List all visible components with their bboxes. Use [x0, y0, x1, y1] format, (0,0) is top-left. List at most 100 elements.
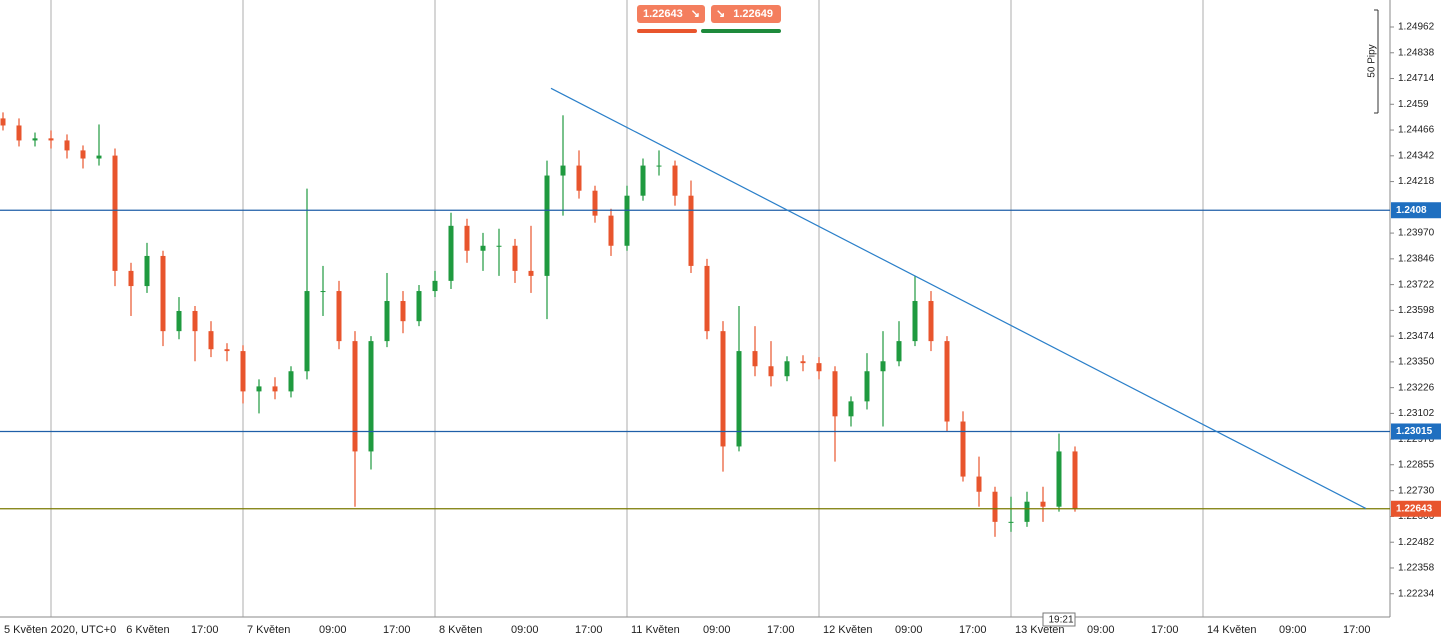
x-tick-label: 17:00: [767, 624, 795, 636]
x-tick-label: 13 Květen: [1015, 624, 1065, 636]
candle-body: [816, 363, 822, 372]
x-tick-label: 17:00: [1151, 624, 1179, 636]
candle-body: [144, 255, 150, 287]
y-tick-label: 1.23970: [1398, 228, 1435, 239]
y-tick-label: 1.23598: [1398, 305, 1435, 316]
candle-body: [960, 421, 966, 477]
candle-body: [96, 155, 102, 159]
cursor-time: 19:21: [1048, 615, 1073, 626]
x-tick-label: 17:00: [959, 624, 987, 636]
candle-body: [1040, 501, 1046, 507]
candle-body: [112, 155, 118, 271]
candle-body: [272, 386, 278, 392]
grid: [50, 0, 1204, 617]
candle-body: [64, 140, 70, 151]
candle-body: [400, 301, 406, 322]
candle-body: [624, 195, 630, 246]
candle-body: [1008, 521, 1014, 523]
buy-price: 1.22649: [733, 8, 773, 20]
sell-bar: [637, 29, 697, 33]
x-tick-label: 17:00: [1343, 624, 1371, 636]
candle-body: [336, 291, 342, 342]
candle-body: [384, 301, 390, 342]
y-tick-label: 1.22855: [1398, 459, 1435, 470]
candle-body: [288, 371, 294, 392]
price-label: 1.22643: [1396, 503, 1433, 514]
candle-body: [1072, 451, 1078, 509]
x-tick-label: 5 Květen 2020, UTC+0: [4, 624, 116, 636]
candle-body: [368, 341, 374, 452]
y-tick-label: 1.23226: [1398, 382, 1435, 393]
candle-body: [896, 341, 902, 362]
x-tick-label: 17:00: [575, 624, 603, 636]
y-tick-label: 1.24218: [1398, 176, 1435, 187]
y-tick-label: 1.23474: [1398, 331, 1435, 342]
plot: [0, 87, 1390, 537]
candle-body: [480, 245, 486, 251]
candle-body: [608, 215, 614, 246]
candle-body: [832, 371, 838, 417]
candle-body: [224, 349, 230, 352]
candle-body: [720, 331, 726, 447]
candle-body: [1024, 501, 1030, 522]
y-tick-label: 1.22234: [1398, 588, 1435, 599]
x-tick-label: 6 Květen: [126, 624, 169, 636]
price-label-box: [1391, 202, 1441, 219]
buy-button[interactable]: ↘ 1.22649: [711, 5, 781, 23]
y-tick-label: 1.22482: [1398, 537, 1435, 548]
candle-body: [704, 265, 710, 332]
y-tick-label: 1.2459: [1398, 99, 1429, 110]
candle-body: [1056, 451, 1062, 507]
candle-body: [208, 331, 214, 350]
y-tick-label: 1.24838: [1398, 47, 1435, 58]
sell-price: 1.22643: [643, 8, 683, 20]
candle-body: [240, 351, 246, 392]
y-tick-label: 1.22730: [1398, 485, 1435, 496]
candle-body: [880, 361, 886, 372]
candle-body: [176, 310, 182, 332]
y-tick-label: 1.23722: [1398, 279, 1435, 290]
x-tick-label: 8 Květen: [439, 624, 482, 636]
x-tick-label: 7 Květen: [247, 624, 290, 636]
candle-body: [928, 301, 934, 342]
candle-body: [800, 361, 806, 364]
y-tick-label: 1.23102: [1398, 408, 1435, 419]
candle-body: [160, 255, 166, 332]
candle-body: [784, 361, 790, 377]
candle-body: [48, 138, 54, 141]
y-tick-label: 1.24962: [1398, 22, 1435, 33]
candle-body: [416, 291, 422, 322]
candle-body: [128, 270, 134, 287]
price-label: 1.2408: [1396, 205, 1427, 216]
candle-body: [912, 301, 918, 342]
sell-icon: ↘: [690, 8, 700, 20]
candle-body: [576, 165, 582, 191]
x-tick-label: 17:00: [191, 624, 219, 636]
x-tick-label: 11 Květen: [631, 624, 680, 636]
candle-body: [32, 138, 38, 141]
x-tick-label: 09:00: [319, 624, 347, 636]
candle-body: [304, 291, 310, 372]
y-tick-label: 1.22358: [1398, 563, 1435, 574]
candle-body: [352, 341, 358, 452]
buy-bar: [701, 29, 781, 33]
y-tick-label: 1.23846: [1398, 253, 1435, 264]
sell-button[interactable]: 1.22643 ↘: [637, 5, 705, 23]
candle-body: [432, 280, 438, 292]
price-label-box: [1391, 500, 1441, 517]
price-label: 1.23015: [1396, 426, 1433, 437]
candle-body: [992, 491, 998, 522]
candle-body: [560, 165, 566, 176]
candle-body: [464, 225, 470, 251]
candle-body: [864, 371, 870, 402]
candle-body: [448, 225, 454, 281]
candle-body: [640, 165, 646, 196]
y-tick-label: 1.24714: [1398, 73, 1435, 84]
candle-body: [16, 125, 22, 141]
x-tick-label: 09:00: [1279, 624, 1307, 636]
scale-note: 50 Pipy: [1367, 44, 1378, 77]
candle-body: [768, 366, 774, 377]
candle-body: [656, 165, 662, 167]
